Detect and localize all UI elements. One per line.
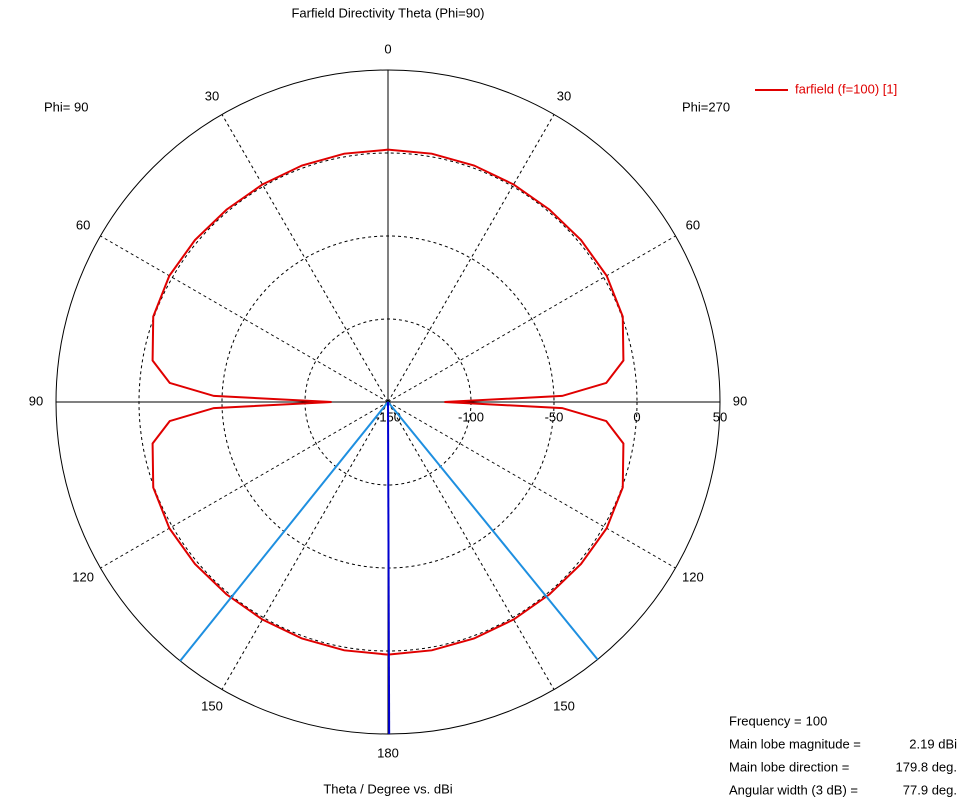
angle-tick-label: 30 bbox=[205, 89, 219, 104]
info-value: 2.19 dBi bbox=[909, 736, 957, 751]
spoke-line bbox=[387, 401, 676, 569]
angle-tick-label: 0 bbox=[384, 41, 391, 56]
info-label: Main lobe magnitude = bbox=[729, 736, 861, 751]
info-label: Frequency = bbox=[729, 713, 802, 728]
spoke-line bbox=[100, 235, 389, 403]
x-axis-label: Theta / Degree vs. dBi bbox=[323, 781, 452, 796]
info-value: 179.8 deg. bbox=[896, 759, 957, 774]
angle-tick-label: 120 bbox=[72, 569, 94, 584]
angle-tick-label: 150 bbox=[201, 698, 223, 713]
legend-label: farfield (f=100) [1] bbox=[795, 81, 897, 96]
info-label: Angular width (3 dB) = bbox=[729, 782, 858, 797]
info-label: Main lobe direction = bbox=[729, 759, 849, 774]
spoke-line bbox=[387, 235, 676, 403]
angle-tick-label: 90 bbox=[29, 393, 43, 408]
r-tick-label: -100 bbox=[458, 409, 484, 424]
r-tick-label: 0 bbox=[633, 409, 640, 424]
beam-line bbox=[387, 401, 391, 735]
angle-tick-label: 60 bbox=[686, 217, 700, 232]
beam-line bbox=[179, 401, 389, 662]
beam-line bbox=[387, 401, 599, 661]
info-value: 100 bbox=[806, 713, 828, 728]
angle-tick-label: 120 bbox=[682, 569, 704, 584]
chart-title: Farfield Directivity Theta (Phi=90) bbox=[291, 5, 484, 20]
phi-right-label: Phi=270 bbox=[682, 99, 730, 114]
r-tick-label: -50 bbox=[545, 409, 564, 424]
r-tick-label: 50 bbox=[713, 409, 727, 424]
spoke-line bbox=[100, 401, 389, 569]
spoke-line bbox=[221, 114, 389, 403]
phi-left-label: Phi= 90 bbox=[44, 99, 88, 114]
spoke-line bbox=[387, 114, 555, 403]
angle-tick-label: 30 bbox=[557, 89, 571, 104]
angle-tick-label: 150 bbox=[553, 698, 575, 713]
info-value: 77.9 deg. bbox=[903, 782, 957, 797]
angle-tick-label: 180 bbox=[377, 745, 399, 760]
spoke-line bbox=[221, 401, 389, 690]
spoke-line bbox=[387, 401, 555, 690]
angle-tick-label: 60 bbox=[76, 217, 90, 232]
angle-tick-label: 90 bbox=[733, 393, 747, 408]
